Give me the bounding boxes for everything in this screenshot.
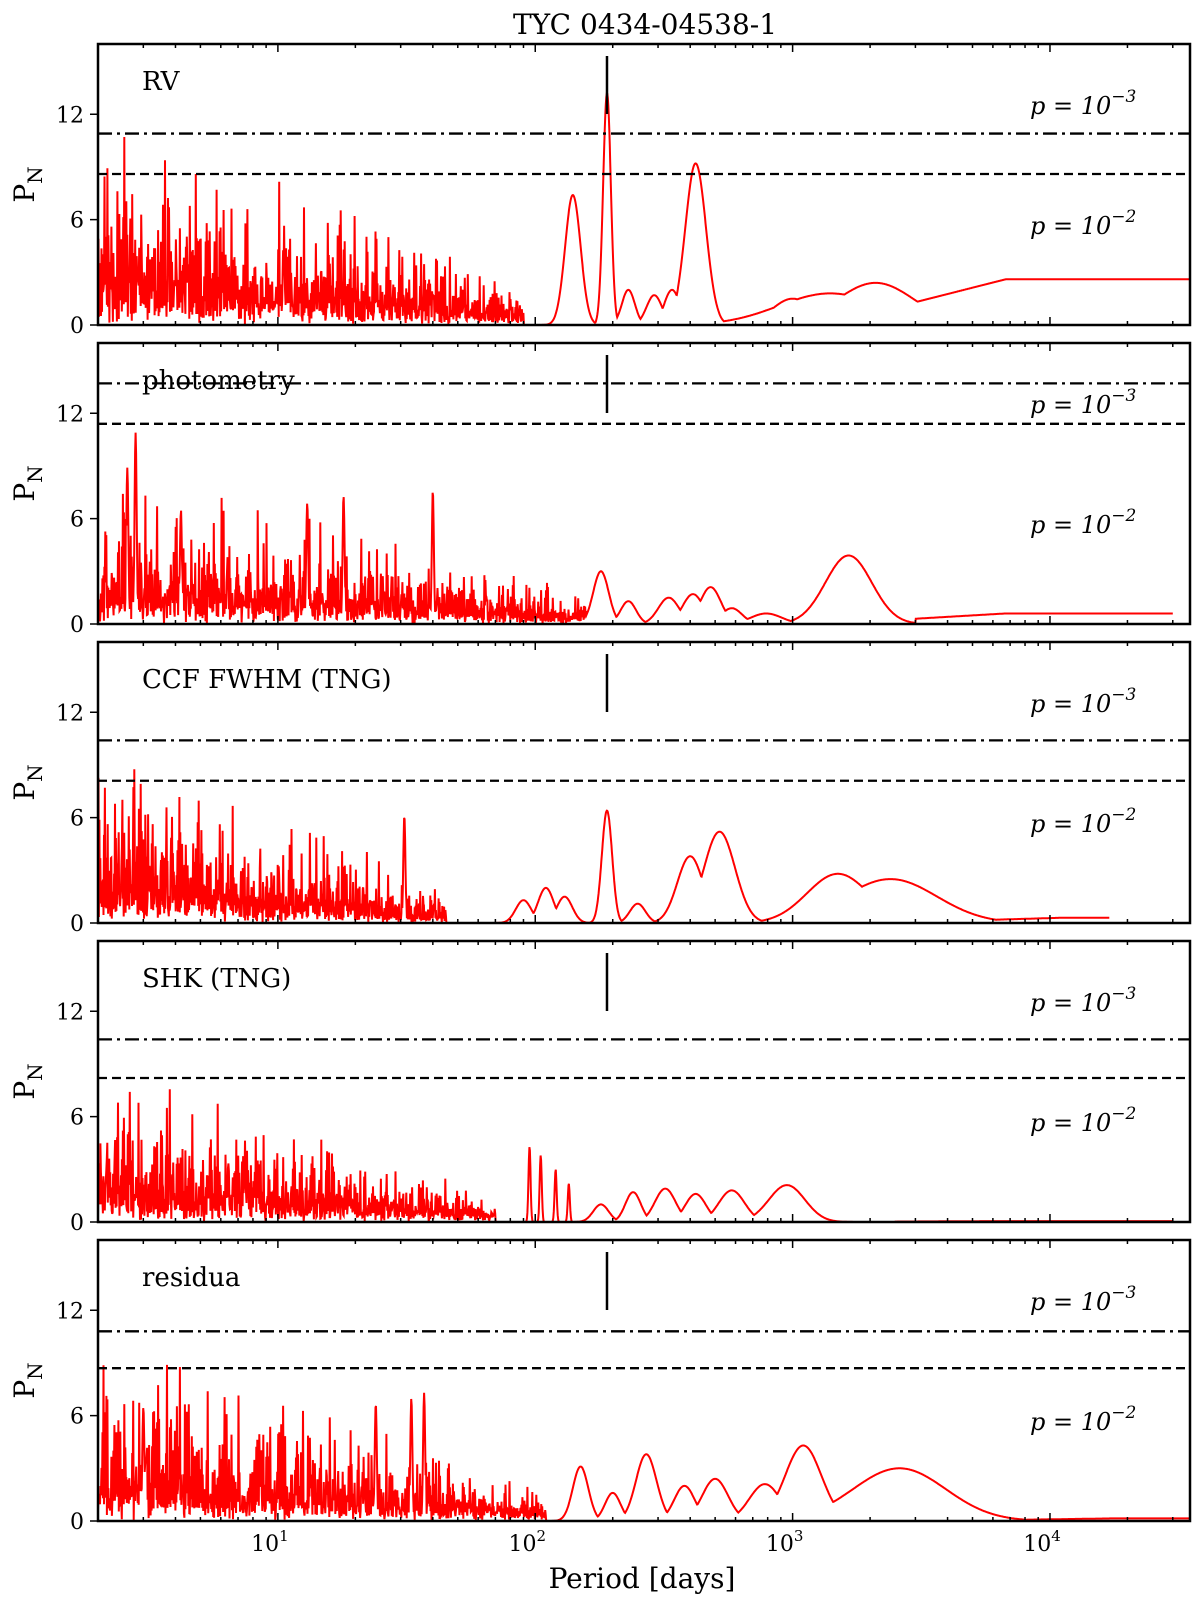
panel-label: CCF FWHM (TNG) <box>142 665 392 695</box>
fap-exponent: −3 <box>1111 984 1136 1004</box>
fap-exponent: −2 <box>1111 207 1136 227</box>
y-tick-label: 0 <box>70 314 84 339</box>
periodogram-line <box>98 1089 1173 1222</box>
panel-4: p = 10−3 p = 10−2 SHK (TNG) 0 6 12 PN <box>8 939 1192 1236</box>
fap-exponent: −2 <box>1111 805 1136 825</box>
y-axis-label-sub: N <box>23 166 47 184</box>
y-axis-label: PN <box>8 166 47 202</box>
panel-label: RV <box>142 67 181 97</box>
fap-exponent: −2 <box>1111 1403 1136 1423</box>
panel-frame <box>96 640 1192 925</box>
fap-exponent: −3 <box>1111 685 1136 705</box>
y-tick-label: 0 <box>70 1211 84 1236</box>
y-axis-label: PN <box>8 465 47 501</box>
fap-label: p = 10−2 <box>1030 805 1136 838</box>
fap-exponent: −2 <box>1111 1104 1136 1124</box>
periodogram-line <box>98 769 1110 923</box>
y-tick-label: 6 <box>70 1405 84 1430</box>
y-tick-label: 12 <box>56 103 84 128</box>
y-axis-label: PN <box>8 764 47 800</box>
x-tick-label: 104 <box>1023 1527 1061 1557</box>
x-tick-label: 103 <box>766 1527 804 1557</box>
y-axis-label: PN <box>8 1063 47 1099</box>
x-tick-exponent: 3 <box>794 1527 804 1545</box>
fap-exponent: −2 <box>1111 506 1136 526</box>
fap-exponent: −3 <box>1111 386 1136 406</box>
fap-label: p = 10−2 <box>1030 1104 1136 1137</box>
y-axis-label-sub: N <box>23 1362 47 1380</box>
x-tick-exponent: 1 <box>279 1527 289 1545</box>
y-axis-label-main: P <box>8 782 41 801</box>
panel-frame <box>96 939 1192 1224</box>
fap-label: p = 10−2 <box>1030 1403 1136 1436</box>
y-tick-label: 12 <box>56 402 84 427</box>
x-tick-exponent: 4 <box>1051 1527 1061 1545</box>
fap-label: p = 10−2 <box>1030 506 1136 539</box>
y-tick-label: 0 <box>70 613 84 638</box>
fap-label: p = 10−3 <box>1030 685 1136 718</box>
panel-label: SHK (TNG) <box>142 964 291 994</box>
y-tick-label: 6 <box>70 508 84 533</box>
fap-label: p = 10−2 <box>1030 207 1136 240</box>
fap-exponent: −3 <box>1111 87 1136 107</box>
figure-title: TYC 0434-04538-1 <box>513 8 777 41</box>
y-axis-label-main: P <box>8 1081 41 1100</box>
y-tick-label: 6 <box>70 209 84 234</box>
fap-label: p = 10−3 <box>1030 386 1136 419</box>
periodogram-line <box>98 432 1173 624</box>
panel-label: residua <box>142 1263 240 1293</box>
periodogram-line <box>98 92 1190 325</box>
y-axis-label-sub: N <box>23 764 47 782</box>
x-tick-label: 101 <box>251 1527 289 1557</box>
y-axis-label-main: P <box>8 1380 41 1399</box>
y-tick-label: 12 <box>56 701 84 726</box>
fap-label: p = 10−3 <box>1030 984 1136 1017</box>
y-tick-label: 6 <box>70 807 84 832</box>
y-tick-label: 6 <box>70 1106 84 1131</box>
panel-frame <box>96 341 1192 626</box>
fap-exponent: −3 <box>1111 1283 1136 1303</box>
panel-label: photometry <box>142 366 295 396</box>
y-axis-label-sub: N <box>23 465 47 483</box>
panel-3: p = 10−3 p = 10−2 CCF FWHM (TNG) 0 6 12 PN <box>8 640 1192 937</box>
y-tick-label: 12 <box>56 1000 84 1025</box>
fap-label: p = 10−3 <box>1030 87 1136 120</box>
x-tick-label: 102 <box>508 1527 546 1557</box>
y-tick-label: 12 <box>56 1299 84 1324</box>
fap-label: p = 10−3 <box>1030 1283 1136 1316</box>
panel-frame <box>96 1238 1192 1523</box>
y-tick-label: 0 <box>70 912 84 937</box>
x-tick-exponent: 2 <box>536 1527 546 1545</box>
y-axis-label: PN <box>8 1362 47 1398</box>
y-axis-label-main: P <box>8 483 41 502</box>
x-axis-label: Period [days] <box>549 1562 736 1595</box>
y-axis-label-sub: N <box>23 1063 47 1081</box>
y-axis-label-main: P <box>8 184 41 203</box>
panel-1: p = 10−3 p = 10−2 RV 0 6 12 PN <box>8 42 1192 339</box>
panel-2: p = 10−3 p = 10−2 photometry 0 6 12 PN <box>8 341 1192 638</box>
y-tick-label: 0 <box>70 1510 84 1535</box>
panel-frame <box>96 42 1192 327</box>
periodogram-line <box>98 1364 1190 1521</box>
